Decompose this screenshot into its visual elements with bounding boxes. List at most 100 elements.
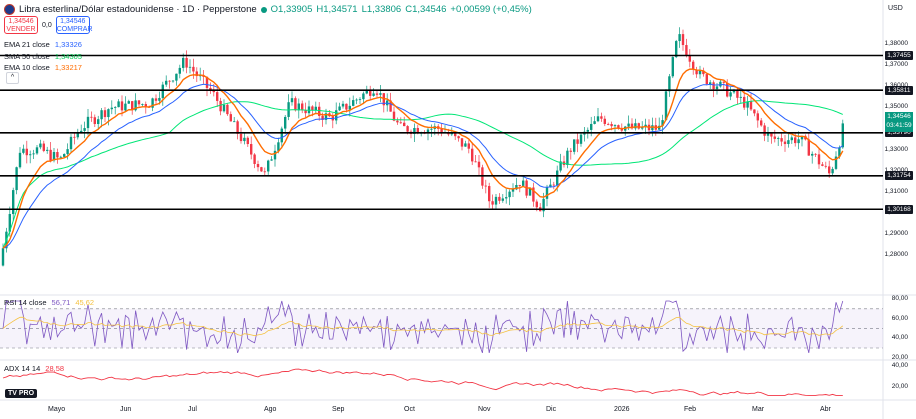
- candle: [141, 104, 144, 105]
- month-label: Ago: [264, 406, 277, 413]
- candle: [613, 125, 617, 127]
- candle: [664, 91, 668, 121]
- candle: [171, 80, 175, 82]
- ohlc-change: +0,00599 (+0,45%): [450, 4, 532, 15]
- candle: [593, 121, 596, 124]
- tradingview-logo[interactable]: TV PRO: [5, 389, 38, 398]
- candle: [185, 57, 188, 68]
- candle: [841, 123, 844, 148]
- candle: [736, 90, 739, 98]
- candle: [229, 114, 232, 122]
- adx-label: ADX 14 14: [4, 364, 41, 373]
- adx-axis-label: 40,00: [891, 362, 908, 369]
- candle: [532, 187, 535, 202]
- candle: [834, 156, 838, 169]
- sell-button[interactable]: 1,34546 VENDER: [4, 16, 38, 34]
- rsi-line[interactable]: [2, 300, 844, 354]
- candle: [161, 84, 164, 98]
- candle: [545, 187, 549, 199]
- candle: [403, 122, 406, 127]
- candle: [644, 124, 647, 127]
- indicator-ema10[interactable]: EMA 10 close 1,33217: [4, 63, 82, 72]
- candle: [569, 150, 572, 152]
- candle: [715, 86, 719, 90]
- indicator-label: EMA 10 close: [4, 63, 50, 72]
- candle: [32, 153, 35, 155]
- indicator-label: SMA 50 close: [4, 52, 50, 61]
- candle: [341, 103, 345, 107]
- candle: [617, 125, 620, 129]
- candle: [107, 109, 110, 118]
- candle: [535, 201, 538, 208]
- month-label: Feb: [684, 406, 697, 413]
- candle: [39, 143, 42, 148]
- candle: [90, 116, 93, 118]
- rsi-ma-line[interactable]: [2, 316, 844, 337]
- candle: [290, 98, 294, 103]
- candle: [610, 123, 613, 127]
- candle: [63, 154, 66, 157]
- candle: [528, 187, 532, 196]
- candle: [501, 198, 504, 201]
- candle: [15, 167, 18, 191]
- candle: [18, 152, 22, 168]
- month-label: Nov: [478, 406, 491, 413]
- ema21-line[interactable]: [2, 83, 844, 249]
- candle: [103, 110, 107, 118]
- adx-line[interactable]: [2, 368, 843, 396]
- candle: [226, 104, 229, 115]
- rsi-axis-label: 20,00: [891, 353, 908, 361]
- candle: [491, 201, 494, 205]
- candle: [345, 103, 348, 110]
- candle: [753, 109, 756, 114]
- candle: [651, 125, 654, 131]
- candle: [12, 190, 15, 215]
- candle: [369, 89, 372, 96]
- indicator-sma50[interactable]: SMA 50 close 1,34305: [4, 52, 82, 61]
- collapse-legend-button[interactable]: ^: [6, 72, 19, 84]
- candle: [348, 105, 351, 110]
- rsi-ma-value: 45,62: [75, 298, 95, 307]
- candle: [216, 92, 219, 101]
- candle: [83, 128, 86, 131]
- candle: [93, 117, 96, 125]
- candle: [777, 138, 780, 139]
- ohlc-close: C1,34546: [405, 4, 447, 15]
- candle: [365, 89, 368, 94]
- month-label: Oct: [404, 406, 415, 413]
- candle: [270, 159, 273, 161]
- candle: [749, 101, 753, 110]
- candle: [42, 143, 45, 151]
- month-label: Abr: [820, 406, 831, 413]
- candle: [709, 82, 712, 85]
- month-label: Dic: [546, 406, 557, 413]
- candle: [97, 119, 100, 125]
- candle: [600, 116, 603, 119]
- indicator-value: 1,34305: [54, 52, 82, 61]
- symbol-title[interactable]: Libra esterlina/Dólar estadounidense · 1…: [19, 4, 257, 15]
- candle: [260, 167, 263, 172]
- adx-legend[interactable]: ADX 14 14 28,58: [4, 364, 64, 373]
- candle: [630, 123, 634, 129]
- candle: [114, 107, 117, 108]
- candle: [800, 135, 804, 140]
- indicator-label: EMA 21 close: [4, 40, 50, 49]
- candle: [732, 90, 736, 93]
- candle: [566, 150, 569, 166]
- candle: [8, 214, 11, 232]
- buy-button[interactable]: 1,34546 COMPRAR: [55, 16, 93, 34]
- candle: [763, 125, 766, 136]
- candle: [668, 76, 671, 92]
- price-axis-label: 1,33000: [884, 145, 909, 153]
- ema10-line[interactable]: [2, 68, 844, 249]
- candle: [243, 137, 246, 142]
- candle: [477, 161, 481, 168]
- month-label: Jul: [188, 406, 197, 413]
- rsi-legend[interactable]: RSI 14 close 56,71 45,62: [4, 298, 94, 307]
- rsi-axis-label: 40,00: [891, 334, 908, 342]
- candle: [399, 122, 402, 124]
- candle: [518, 184, 521, 186]
- indicator-ema21[interactable]: EMA 21 close 1,33326: [4, 40, 82, 49]
